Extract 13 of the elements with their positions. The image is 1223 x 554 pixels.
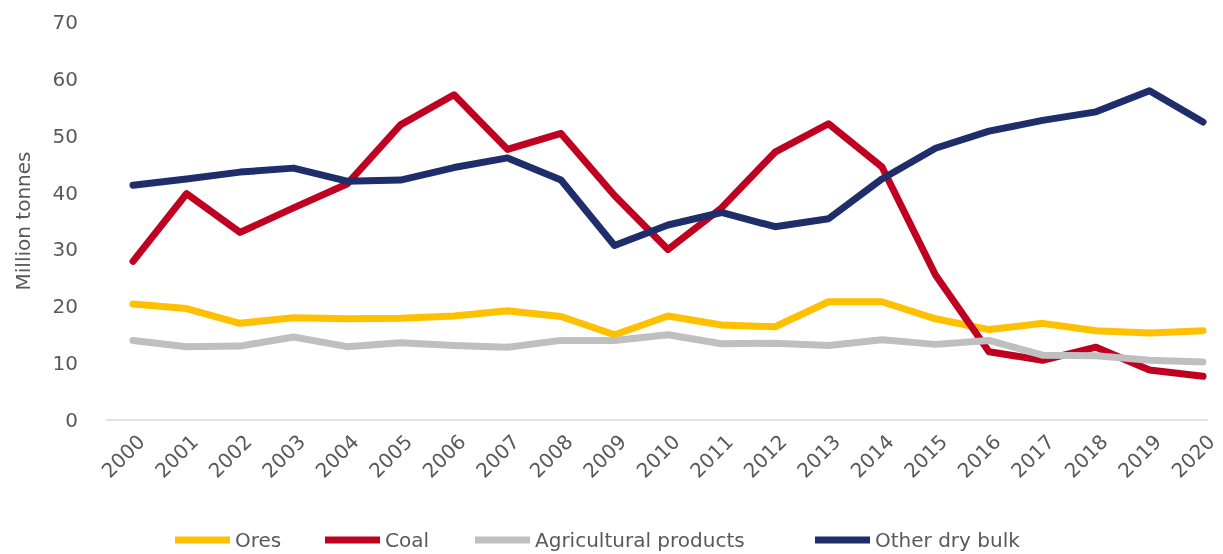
y-tick-label: 20 (52, 294, 78, 319)
legend-label: Ores (235, 528, 282, 552)
y-tick-label: 10 (52, 351, 78, 376)
legend-label: Coal (385, 528, 430, 552)
y-tick-label: 60 (52, 66, 78, 91)
y-axis-title: Million tonnes (11, 151, 35, 291)
y-tick-label: 50 (52, 123, 78, 148)
y-tick-label: 70 (52, 10, 78, 34)
legend-label: Other dry bulk (875, 528, 1021, 552)
y-tick-label: 0 (65, 408, 78, 432)
legend-label: Agricultural products (535, 528, 745, 552)
y-tick-label: 40 (52, 180, 78, 205)
y-tick-label: 30 (52, 237, 78, 262)
